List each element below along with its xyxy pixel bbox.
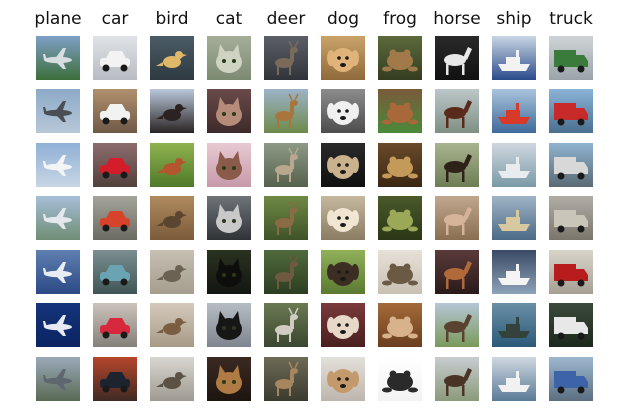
sample-image-cat-7 — [207, 357, 251, 401]
sample-image-bird-3 — [150, 143, 194, 187]
class-label-dog: dog — [327, 9, 359, 29]
sample-image-truck-6 — [549, 303, 593, 347]
class-label-deer: deer — [266, 9, 306, 29]
sample-image-frog-1 — [378, 36, 422, 80]
sample-image-truck-3 — [549, 143, 593, 187]
sample-image-car-5 — [93, 250, 137, 294]
sample-image-dog-6 — [321, 303, 365, 347]
sample-image-ship-7 — [492, 357, 536, 401]
class-label-horse: horse — [433, 9, 481, 29]
sample-image-truck-7 — [549, 357, 593, 401]
sample-image-bird-4 — [150, 196, 194, 240]
sample-image-truck-2 — [549, 89, 593, 133]
sample-image-horse-7 — [435, 357, 479, 401]
sample-image-bird-6 — [150, 303, 194, 347]
class-label-cat: cat — [215, 9, 243, 29]
class-label-ship: ship — [496, 9, 532, 29]
sample-image-cat-3 — [207, 143, 251, 187]
sample-image-car-3 — [93, 143, 137, 187]
sample-image-dog-4 — [321, 196, 365, 240]
sample-image-ship-2 — [492, 89, 536, 133]
sample-image-deer-5 — [264, 250, 308, 294]
sample-image-cat-2 — [207, 89, 251, 133]
sample-image-ship-1 — [492, 36, 536, 80]
sample-image-bird-1 — [150, 36, 194, 80]
sample-image-deer-6 — [264, 303, 308, 347]
sample-image-horse-4 — [435, 196, 479, 240]
sample-image-frog-7 — [378, 357, 422, 401]
sample-image-car-2 — [93, 89, 137, 133]
sample-image-horse-3 — [435, 143, 479, 187]
sample-image-truck-5 — [549, 250, 593, 294]
sample-image-deer-2 — [264, 89, 308, 133]
sample-image-bird-2 — [150, 89, 194, 133]
class-label-frog: frog — [383, 9, 417, 29]
sample-image-frog-5 — [378, 250, 422, 294]
sample-image-frog-2 — [378, 89, 422, 133]
sample-image-truck-1 — [549, 36, 593, 80]
class-label-truck: truck — [549, 9, 593, 29]
sample-image-plane-6 — [36, 303, 80, 347]
sample-image-bird-5 — [150, 250, 194, 294]
sample-image-deer-7 — [264, 357, 308, 401]
sample-image-deer-3 — [264, 143, 308, 187]
sample-image-cat-6 — [207, 303, 251, 347]
sample-image-deer-1 — [264, 36, 308, 80]
sample-image-car-4 — [93, 196, 137, 240]
sample-image-horse-6 — [435, 303, 479, 347]
sample-image-dog-1 — [321, 36, 365, 80]
sample-image-deer-4 — [264, 196, 308, 240]
sample-image-plane-3 — [36, 143, 80, 187]
sample-image-plane-7 — [36, 357, 80, 401]
sample-image-dog-5 — [321, 250, 365, 294]
sample-image-dog-2 — [321, 89, 365, 133]
sample-image-ship-5 — [492, 250, 536, 294]
sample-image-plane-2 — [36, 89, 80, 133]
sample-image-car-7 — [93, 357, 137, 401]
sample-image-cat-1 — [207, 36, 251, 80]
sample-image-frog-6 — [378, 303, 422, 347]
sample-image-ship-6 — [492, 303, 536, 347]
sample-image-horse-2 — [435, 89, 479, 133]
class-label-car: car — [101, 9, 129, 29]
sample-image-car-6 — [93, 303, 137, 347]
sample-image-cat-5 — [207, 250, 251, 294]
sample-image-frog-4 — [378, 196, 422, 240]
sample-image-plane-5 — [36, 250, 80, 294]
sample-image-bird-7 — [150, 357, 194, 401]
sample-image-frog-3 — [378, 143, 422, 187]
class-label-bird: bird — [155, 9, 189, 29]
sample-image-dog-7 — [321, 357, 365, 401]
sample-image-truck-4 — [549, 196, 593, 240]
sample-image-car-1 — [93, 36, 137, 80]
sample-image-ship-4 — [492, 196, 536, 240]
sample-image-cat-4 — [207, 196, 251, 240]
sample-image-plane-1 — [36, 36, 80, 80]
class-label-plane: plane — [34, 9, 82, 29]
sample-image-ship-3 — [492, 143, 536, 187]
sample-image-plane-4 — [36, 196, 80, 240]
sample-image-horse-1 — [435, 36, 479, 80]
sample-image-dog-3 — [321, 143, 365, 187]
sample-image-horse-5 — [435, 250, 479, 294]
